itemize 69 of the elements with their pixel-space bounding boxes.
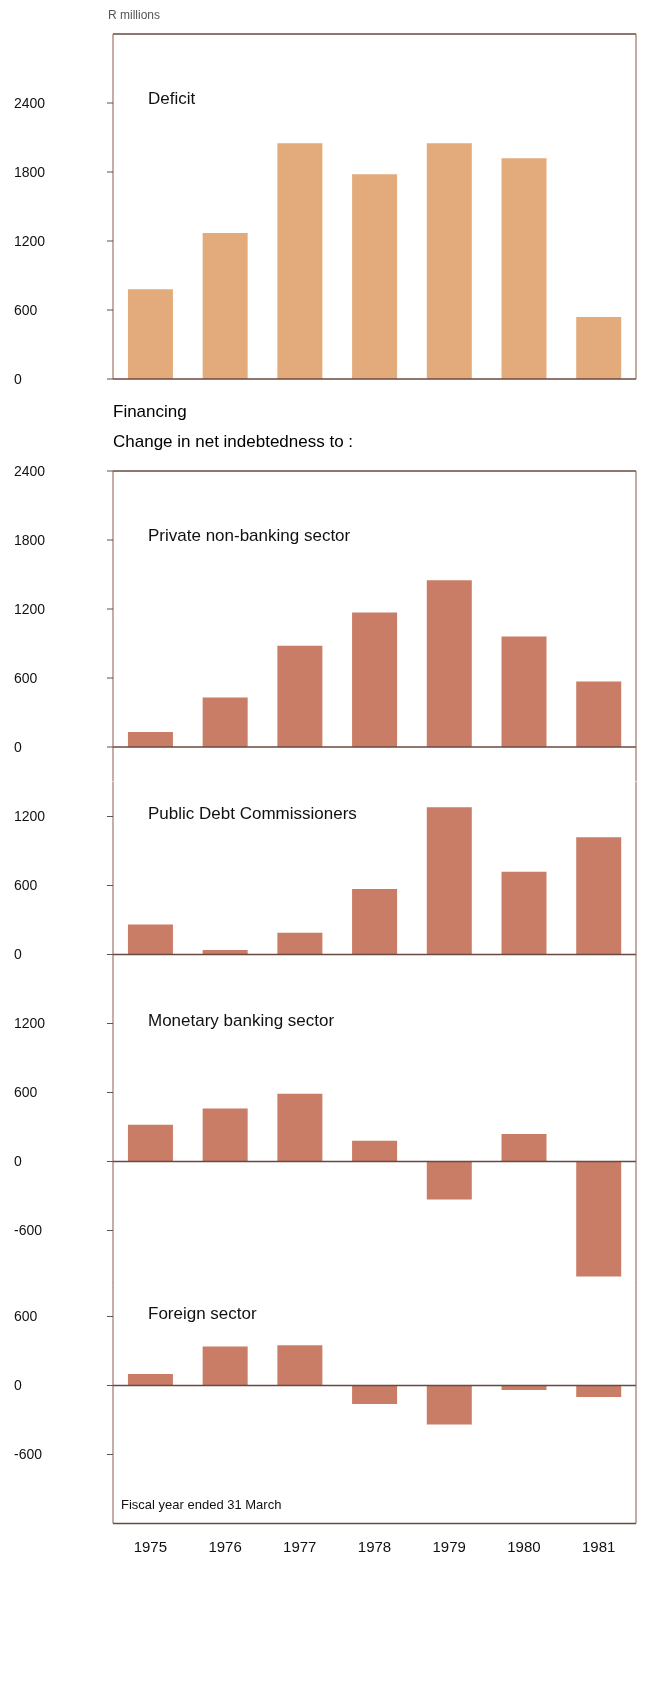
- y-tick-label: 1200: [14, 600, 46, 617]
- y-tick-label: 2400: [14, 94, 46, 111]
- y-tick-label: 0: [14, 1152, 22, 1169]
- text: Financing: [113, 401, 188, 423]
- bar: [127, 1373, 173, 1386]
- annotation: Fiscal year ended 31 March: [121, 1497, 282, 1513]
- y-tick-label: 0: [14, 738, 22, 755]
- bar: [426, 806, 472, 954]
- y-tick-label: 1200: [14, 807, 46, 824]
- text: Private non-banking sector: [148, 526, 351, 546]
- y-tick-label: 600: [14, 301, 38, 318]
- text: Foreign sector: [148, 1303, 257, 1324]
- bar: [352, 1140, 398, 1161]
- y-tick-label: 2400: [14, 462, 46, 479]
- x-tick-label: 1977: [283, 1537, 317, 1555]
- bar: [501, 1133, 547, 1161]
- text: Change in net indebtedness to :: [113, 431, 355, 453]
- y-tick-label: 0: [14, 370, 22, 387]
- x-tick-label: 1980: [507, 1537, 541, 1555]
- y-tick-label: 1800: [14, 163, 46, 180]
- y-tick-label: 600: [14, 1083, 38, 1100]
- y-tick-label: 1200: [14, 232, 46, 249]
- bar: [352, 612, 398, 747]
- text: Public Debt Commissioners: [148, 803, 357, 824]
- bar: [352, 1385, 398, 1404]
- y-tick-label: 600: [14, 669, 38, 686]
- bar: [501, 636, 547, 747]
- y-tick-label: -600: [14, 1221, 43, 1238]
- x-tick-label: 1979: [432, 1537, 466, 1555]
- bar: [202, 232, 248, 379]
- bar: [352, 174, 398, 379]
- y-tick-label: 1200: [14, 1014, 46, 1031]
- bar: [426, 1385, 472, 1425]
- text: Deficit: [148, 89, 196, 109]
- bar: [277, 143, 323, 379]
- bar: [277, 645, 323, 747]
- y-tick-label: -600: [14, 1446, 43, 1463]
- bar: [576, 316, 622, 379]
- bar: [426, 1161, 472, 1199]
- bar: [576, 1161, 622, 1276]
- bar: [576, 1385, 622, 1397]
- bar: [127, 924, 173, 954]
- x-tick-label: 1978: [357, 1537, 392, 1555]
- y-axis-title: R millions: [108, 8, 161, 24]
- bar: [501, 871, 547, 954]
- x-tick-label: 1981: [581, 1537, 616, 1555]
- bar: [576, 681, 622, 747]
- x-tick-label: 1975: [133, 1537, 168, 1555]
- bar: [576, 836, 622, 954]
- bar: [352, 888, 398, 954]
- y-tick-label: 1800: [14, 531, 46, 548]
- bar: [277, 1345, 323, 1386]
- y-tick-label: 600: [14, 1308, 38, 1325]
- bar: [202, 1108, 248, 1161]
- bar: [277, 1093, 323, 1161]
- bar: [501, 158, 547, 379]
- y-tick-label: 0: [14, 1377, 22, 1394]
- bar: [127, 1124, 173, 1161]
- bar: [426, 143, 472, 379]
- bar: [127, 732, 173, 747]
- y-tick-label: 0: [14, 945, 22, 962]
- bar: [127, 289, 173, 379]
- y-tick-label: 600: [14, 876, 38, 893]
- bar: [426, 580, 472, 747]
- x-tick-label: 1976: [208, 1537, 242, 1555]
- bar: [202, 697, 248, 747]
- text: Monetary banking sector: [148, 1010, 335, 1031]
- bar: [277, 932, 323, 954]
- bar: [202, 1346, 248, 1386]
